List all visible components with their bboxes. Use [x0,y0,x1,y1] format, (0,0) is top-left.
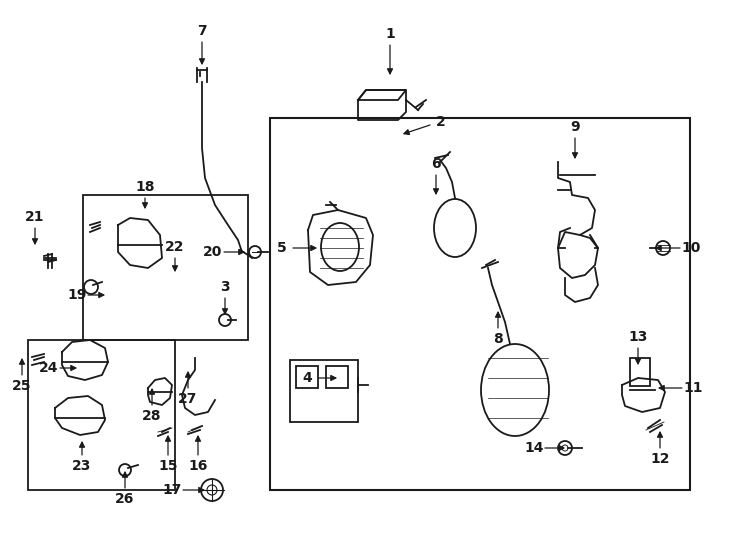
Text: 8: 8 [493,332,503,346]
Text: 28: 28 [142,409,161,423]
Text: 17: 17 [162,483,182,497]
Text: 24: 24 [39,361,59,375]
Text: 2: 2 [435,114,446,129]
Text: 20: 20 [203,245,222,259]
Bar [296,366,318,388]
Text: 11: 11 [683,381,702,395]
Text: 6: 6 [431,157,441,171]
Text: 3: 3 [220,280,230,294]
Text: 14: 14 [524,441,544,455]
Text: 1: 1 [385,27,395,41]
Text: 18: 18 [135,180,155,194]
Bar [28,340,175,490]
Text: 9: 9 [570,120,580,134]
Bar [83,195,248,340]
Bar [270,118,690,490]
Text: 15: 15 [159,459,178,473]
Bar [630,358,650,386]
Text: 25: 25 [12,379,32,393]
Text: 7: 7 [197,24,207,38]
Text: 5: 5 [277,241,287,255]
Text: 26: 26 [115,492,134,506]
Text: 27: 27 [178,392,197,406]
Text: 16: 16 [189,459,208,473]
Text: 23: 23 [73,459,92,473]
Text: 22: 22 [165,240,185,254]
Text: 4: 4 [302,371,312,385]
Text: 19: 19 [68,288,87,302]
Text: 10: 10 [681,241,701,255]
Bar [290,360,358,422]
Text: 21: 21 [25,210,45,224]
Bar [326,366,348,388]
Text: 12: 12 [650,452,669,466]
Text: 13: 13 [628,330,647,344]
